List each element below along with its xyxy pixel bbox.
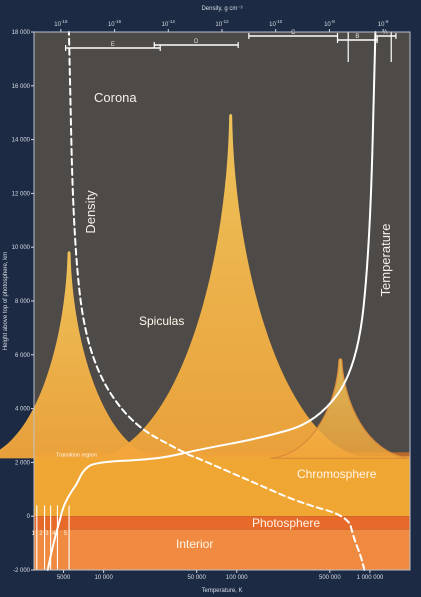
density-tick-label: 10-8 — [324, 19, 335, 28]
layer-band-photosphere — [34, 516, 410, 530]
density-tick-label: 10-14 — [162, 19, 176, 28]
temperature-tick-label: 100 000 — [226, 575, 248, 581]
layer-band-interior — [34, 529, 410, 570]
y-tick-label: 16 000 — [12, 84, 31, 90]
transition-region-label: Transition region — [56, 452, 97, 458]
temperature-tick-label: 50 000 — [188, 575, 207, 581]
density-curve — [67, 31, 366, 571]
bottom-marker-label: 1 — [31, 531, 35, 537]
temperature-tick-label: 10 000 — [94, 575, 113, 581]
temperature-tick-label: 500 000 — [319, 575, 341, 581]
density-tick-exponent: -8 — [331, 19, 335, 24]
bottom-marker-label: 5 — [64, 531, 68, 537]
density-tick-base: 10 — [324, 22, 331, 28]
x2-axis-title: Density, g cm⁻³ — [201, 6, 242, 12]
density-tick-base: 10 — [378, 22, 385, 28]
temperature-series-label: Temperature — [378, 224, 393, 297]
density-range-label: D — [194, 39, 199, 45]
density-tick-base: 10 — [108, 22, 115, 28]
density-tick-exponent: -16 — [115, 19, 122, 24]
y-tick-label: 2 000 — [15, 460, 31, 466]
y-tick-label: 14 000 — [12, 138, 31, 144]
bottom-marker-label: 3 — [45, 531, 49, 537]
y-tick-label: 0 — [27, 514, 31, 520]
density-range-label: E — [111, 42, 115, 48]
y-tick-label: 8 000 — [15, 299, 31, 305]
curves — [46, 31, 377, 571]
density-tick-label: 10-10 — [269, 19, 283, 28]
density-tick-base: 10 — [54, 22, 61, 28]
density-series-label: Density — [83, 190, 98, 234]
temperature-tick-label: 5000 — [57, 575, 71, 581]
x-axis-title: Temperature, K — [201, 588, 242, 594]
density-tick-base: 10 — [269, 22, 276, 28]
density-tick-exponent: -18 — [61, 19, 68, 24]
density-tick-base: 10 — [162, 22, 169, 28]
y-tick-label: 12 000 — [12, 191, 31, 197]
y-tick-label: 18 000 — [12, 30, 31, 36]
density-tick-label: 10-12 — [215, 19, 229, 28]
density-range-label: A — [383, 30, 387, 36]
spicule-3 — [270, 358, 411, 459]
layer-label-chromosphere: Chromosphere — [297, 467, 377, 481]
temperature-curve — [46, 31, 377, 571]
y-tick-label: 10 000 — [12, 245, 31, 251]
density-tick-exponent: -10 — [276, 19, 283, 24]
density-tick-label: 10-18 — [54, 19, 68, 28]
temperature-tick-label: 1 000 000 — [357, 575, 384, 581]
labels: Corona Chromosphere Photosphere Interior Tra… — [56, 90, 393, 551]
bottom-marker-label: 2 — [39, 531, 43, 537]
density-tick-label: 10-16 — [108, 19, 122, 28]
density-ranges: E D C B A — [64, 30, 397, 62]
density-tick-exponent: -12 — [222, 19, 229, 24]
y-tick-label: 4 000 — [15, 407, 31, 413]
y-tick-label: -2 000 — [13, 568, 31, 574]
density-tick-exponent: -6 — [384, 19, 388, 24]
density-range-label: B — [355, 34, 359, 40]
layer-band-chromosphere — [34, 454, 410, 517]
density-tick-label: 10-6 — [378, 19, 389, 28]
spicule-1 — [0, 251, 160, 459]
layer-label-corona: Corona — [94, 90, 137, 105]
y-tick-label: 6 000 — [15, 353, 31, 359]
density-tick-exponent: -14 — [168, 19, 175, 24]
spicules — [0, 113, 411, 459]
spicule-2 — [95, 113, 366, 459]
density-tick-base: 10 — [215, 22, 222, 28]
spicules-label: Spiculas — [139, 314, 184, 328]
density-range-label: C — [291, 30, 296, 36]
bottom-marker-label: 4 — [52, 531, 56, 537]
layer-label-photosphere: Photosphere — [252, 516, 320, 530]
layer-label-interior: Interior — [176, 537, 213, 551]
y-axis-title: Height above top of photosphere, km — [3, 252, 9, 350]
